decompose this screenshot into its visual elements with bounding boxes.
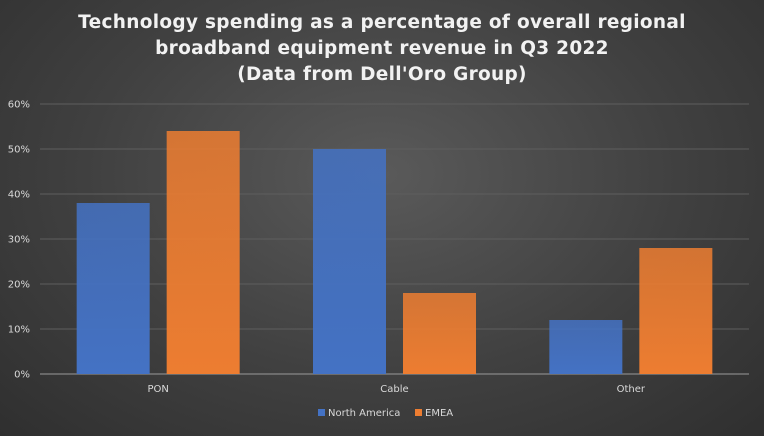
y-tick-label: 50% — [8, 145, 30, 156]
y-tick-label: 30% — [8, 235, 30, 246]
x-tick-label: PON — [147, 384, 168, 395]
y-tick-label: 40% — [8, 190, 30, 201]
chart-title: Technology spending as a percentage of o… — [0, 10, 764, 88]
x-tick-label: Cable — [380, 384, 408, 395]
chart-title-line-3: (Data from Dell'Oro Group) — [237, 64, 527, 85]
bar-emea-other — [639, 248, 713, 374]
legend-label-north-america: North America — [328, 408, 400, 419]
chart-title-line-1: Technology spending as a percentage of o… — [78, 12, 686, 33]
y-tick-label: 0% — [14, 370, 30, 381]
bar-north-america-other — [549, 320, 623, 374]
bar-emea-cable — [403, 293, 476, 374]
bar-north-america-cable — [313, 149, 386, 374]
chart-title-line-2: broadband equipment revenue in Q3 2022 — [155, 38, 609, 59]
x-tick-label: Other — [617, 384, 646, 395]
y-tick-label: 20% — [8, 280, 30, 291]
legend-swatch-north-america — [318, 409, 325, 416]
y-tick-label: 60% — [8, 100, 30, 111]
bar-emea-pon — [166, 131, 240, 374]
legend-label-emea: EMEA — [425, 408, 453, 419]
bar-north-america-pon — [76, 203, 150, 374]
legend-swatch-emea — [415, 409, 422, 416]
y-tick-label: 10% — [8, 325, 30, 336]
